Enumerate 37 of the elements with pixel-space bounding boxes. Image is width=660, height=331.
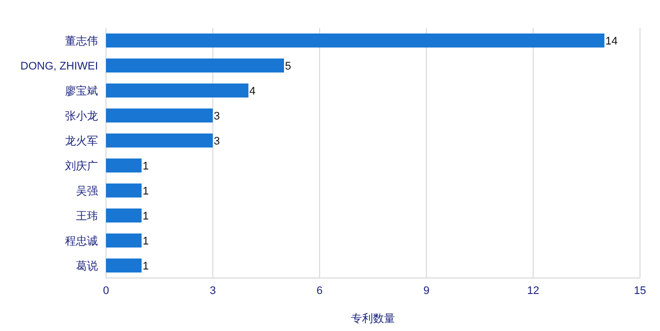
- bar: [106, 234, 142, 248]
- bar: [106, 108, 213, 122]
- bar: [106, 84, 248, 98]
- data-label: 3: [214, 110, 220, 122]
- y-tick-label: 董志伟: [65, 34, 98, 48]
- data-label: 4: [249, 86, 256, 98]
- x-tick-label: 0: [102, 285, 110, 297]
- y-tick-label: 刘庆广: [65, 160, 98, 172]
- data-label: 1: [142, 160, 149, 172]
- x-axis-title: 专利数量: [351, 312, 395, 325]
- y-tick-label: 龙火军: [65, 134, 98, 148]
- data-label: 14: [605, 36, 618, 48]
- data-label: 1: [142, 260, 149, 272]
- data-label: 3: [214, 136, 220, 148]
- bar: [106, 208, 142, 222]
- y-tick-label: 葛说: [76, 260, 98, 272]
- data-label: 1: [142, 210, 149, 222]
- y-tick-label: DONG, ZHIWEI: [20, 60, 98, 72]
- x-tick-label: 9: [423, 285, 430, 297]
- x-tick-label: 12: [527, 285, 540, 297]
- x-tick-label: 6: [316, 285, 323, 297]
- y-tick-label: 张小龙: [65, 110, 98, 122]
- data-label: 5: [285, 60, 292, 72]
- data-label: 1: [142, 186, 149, 198]
- bar: [106, 258, 142, 272]
- data-label: 1: [142, 236, 149, 248]
- y-tick-label: 廖宝斌: [65, 84, 98, 98]
- x-tick-label: 15: [634, 285, 646, 297]
- y-tick-label: 程忠诚: [65, 234, 98, 248]
- x-tick-label: 3: [210, 285, 216, 297]
- bar: [106, 158, 142, 172]
- y-tick-label: 王玮: [76, 210, 98, 222]
- bar: [106, 184, 142, 198]
- bar: [106, 134, 213, 148]
- bar: [106, 34, 604, 48]
- bar: [106, 58, 284, 72]
- y-tick-label: 吴强: [76, 186, 98, 198]
